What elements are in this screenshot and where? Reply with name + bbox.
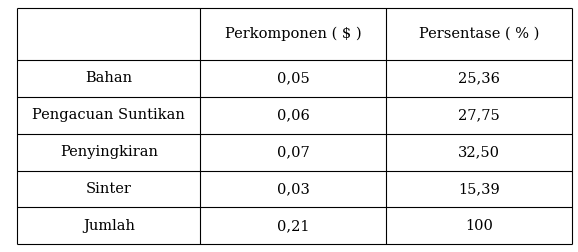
Text: 0,05: 0,05 <box>277 71 310 85</box>
Text: 32,50: 32,50 <box>458 145 501 159</box>
Text: Persentase ( % ): Persentase ( % ) <box>419 27 539 41</box>
Text: Perkomponen ( $ ): Perkomponen ( $ ) <box>225 26 362 41</box>
Text: 25,36: 25,36 <box>458 71 501 85</box>
Text: 0,03: 0,03 <box>277 182 310 196</box>
Text: 15,39: 15,39 <box>458 182 500 196</box>
Text: 0,21: 0,21 <box>277 219 310 233</box>
Text: Pengacuan Suntikan: Pengacuan Suntikan <box>32 108 186 122</box>
Text: 100: 100 <box>465 219 493 233</box>
Text: 0,07: 0,07 <box>277 145 310 159</box>
Text: Bahan: Bahan <box>86 71 132 85</box>
Text: 0,06: 0,06 <box>277 108 310 122</box>
Text: Penyingkiran: Penyingkiran <box>60 145 158 159</box>
Text: Jumlah: Jumlah <box>83 219 135 233</box>
Text: Sinter: Sinter <box>86 182 132 196</box>
Text: 27,75: 27,75 <box>458 108 500 122</box>
